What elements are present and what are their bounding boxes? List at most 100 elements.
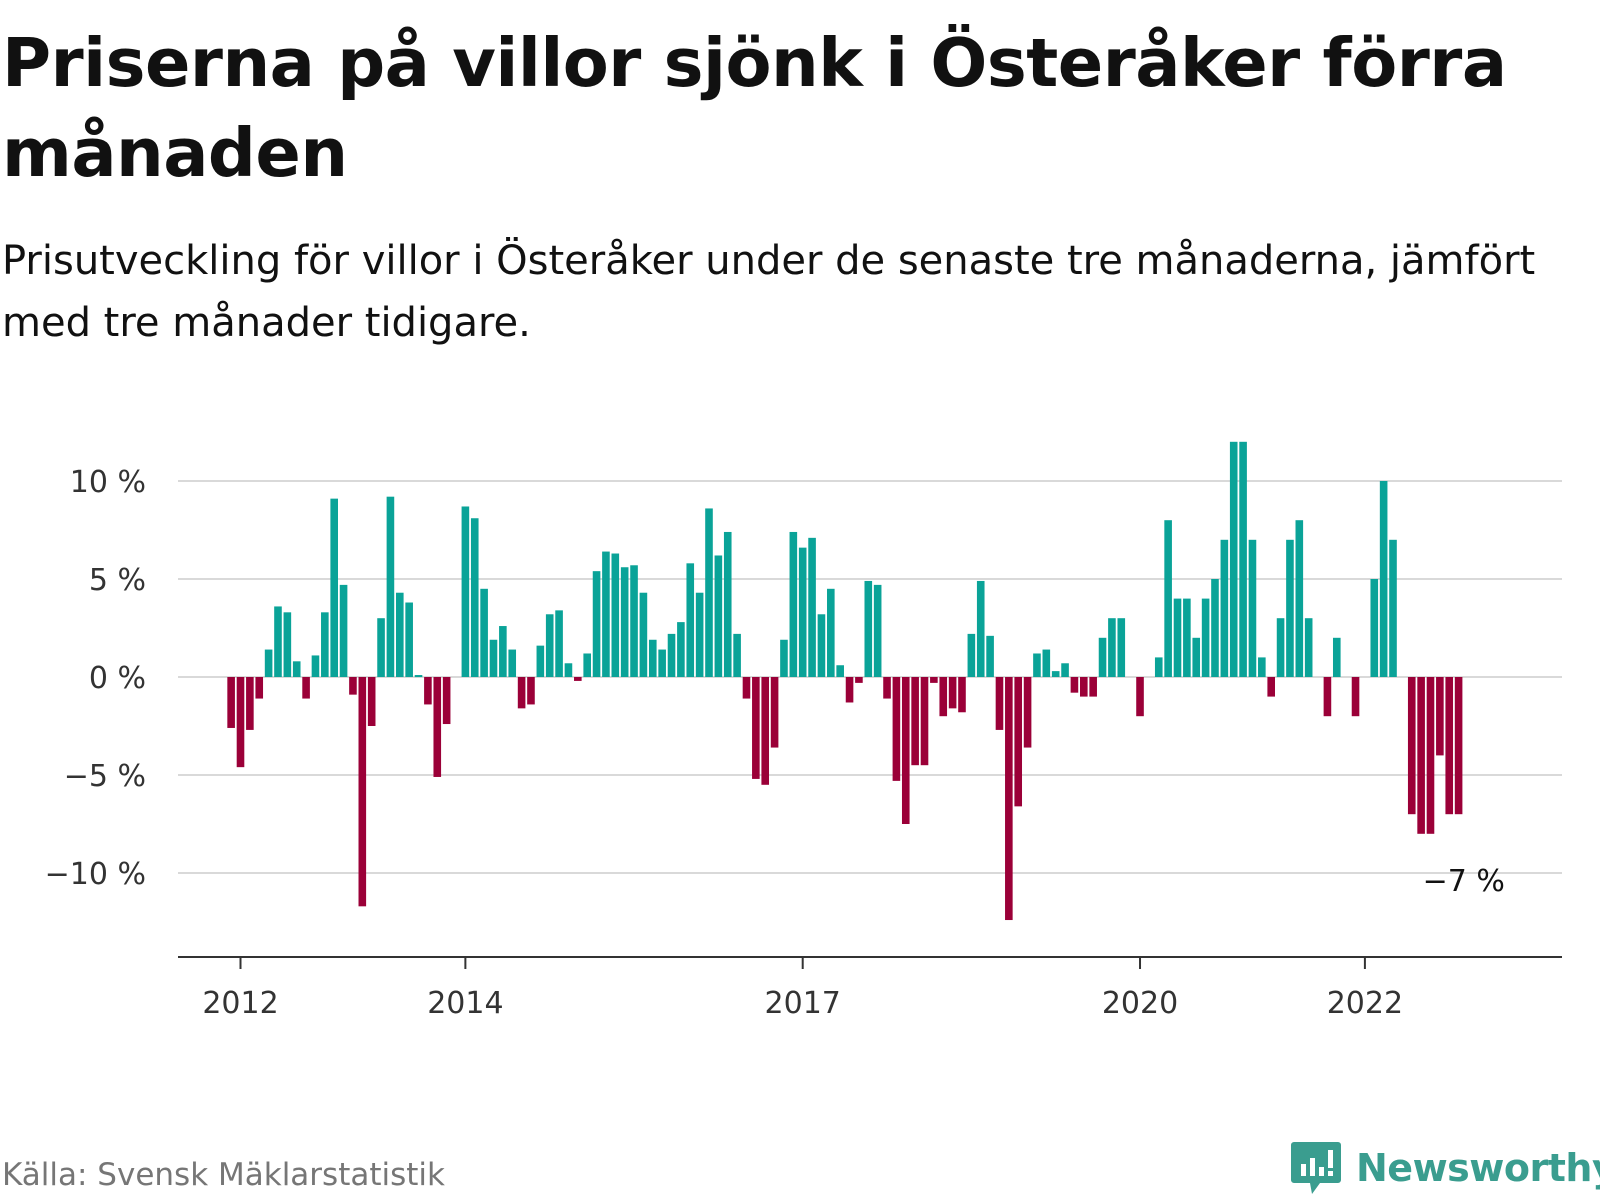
x-tick-label: 2022 <box>1327 986 1403 1021</box>
page-title: Priserna på villor sjönk i Österåker för… <box>2 24 1507 192</box>
bar <box>480 588 488 677</box>
bar <box>845 677 854 703</box>
bar <box>1304 618 1313 677</box>
page-subtitle: Prisutveckling för villor i Österåker un… <box>2 238 1536 346</box>
bar <box>1286 539 1294 677</box>
axis-labels: 10 % 5 % 0 % −5 % −10 % 2012 2014 2017 2020 2022 −… <box>45 465 1505 1021</box>
x-tick-label: 2020 <box>1102 986 1178 1021</box>
bar <box>1267 677 1275 697</box>
bar <box>592 571 601 677</box>
bar <box>892 677 901 781</box>
bar <box>1211 579 1219 677</box>
bar <box>1445 677 1454 815</box>
bar-chart: 10 % 5 % 0 % −5 % −10 % 2012 2014 2017 2020 2022 −… <box>45 441 1562 1021</box>
bar <box>1023 677 1032 748</box>
bar <box>1201 598 1210 677</box>
bar <box>658 649 666 677</box>
bar <box>527 677 535 705</box>
bar <box>1426 677 1435 834</box>
bar <box>1089 677 1097 697</box>
bar <box>705 508 713 677</box>
bar <box>667 633 676 677</box>
bar <box>1436 677 1444 756</box>
newsworthy-logo[interactable]: Newsworthy <box>1290 1140 1600 1196</box>
bar <box>321 612 329 677</box>
bar <box>264 649 273 677</box>
bar <box>442 677 451 725</box>
bar <box>761 677 770 785</box>
bar <box>714 555 723 677</box>
bar <box>1370 579 1379 677</box>
bar <box>1005 677 1013 921</box>
bar <box>827 588 835 677</box>
bar <box>517 677 526 709</box>
bar <box>508 649 517 677</box>
bar <box>808 537 816 677</box>
bar <box>470 518 479 677</box>
bar <box>733 633 741 677</box>
bar <box>292 661 301 677</box>
bar <box>986 635 994 677</box>
bar <box>770 677 779 748</box>
bar <box>405 602 413 677</box>
bar <box>630 565 638 677</box>
bar <box>1014 677 1023 807</box>
bar <box>883 677 891 699</box>
bar <box>1192 637 1201 677</box>
newsworthy-logo-icon <box>1291 1142 1341 1194</box>
bar <box>536 645 545 677</box>
bar <box>1070 677 1079 693</box>
bars <box>227 441 1463 921</box>
bar <box>461 506 470 677</box>
bar <box>930 677 938 683</box>
bar <box>836 665 844 677</box>
bar <box>1220 539 1229 677</box>
bar <box>489 639 498 677</box>
bar <box>574 677 582 681</box>
bar <box>798 547 807 677</box>
bar <box>424 677 432 705</box>
bar <box>723 531 732 677</box>
bar <box>686 563 695 677</box>
bar <box>1379 481 1388 677</box>
bar <box>227 677 235 728</box>
y-tick-label: 5 % <box>89 563 146 598</box>
bar <box>1033 653 1041 677</box>
bar <box>1417 677 1425 834</box>
bar <box>358 677 367 907</box>
bar <box>499 626 507 677</box>
bar <box>855 677 863 683</box>
bar <box>377 618 385 677</box>
bar <box>1258 657 1266 677</box>
y-tick-label: 10 % <box>70 465 146 500</box>
logo-text: Newsworthy <box>1356 1146 1600 1190</box>
bar <box>1389 539 1397 677</box>
bar <box>236 677 245 768</box>
bar <box>367 677 376 726</box>
bar <box>583 653 591 677</box>
bar <box>1248 539 1257 677</box>
bar <box>1276 618 1285 677</box>
bar <box>1117 618 1126 677</box>
bar <box>1164 520 1172 677</box>
y-tick-label: 0 % <box>89 661 146 696</box>
bar <box>255 677 264 699</box>
bar <box>1154 657 1163 677</box>
bar <box>1239 441 1247 677</box>
bar <box>611 553 620 677</box>
bar <box>386 496 395 677</box>
bar <box>274 606 282 677</box>
bar <box>752 677 760 779</box>
bar <box>901 677 910 824</box>
bar <box>1136 677 1144 717</box>
bar <box>976 580 985 677</box>
bar <box>1080 677 1088 697</box>
bar <box>620 567 629 677</box>
bar <box>648 639 657 677</box>
bar <box>789 531 798 677</box>
bar <box>780 639 788 677</box>
bar <box>1051 671 1060 677</box>
bar <box>1454 677 1463 815</box>
bar <box>1042 649 1051 677</box>
bar <box>1351 677 1360 717</box>
